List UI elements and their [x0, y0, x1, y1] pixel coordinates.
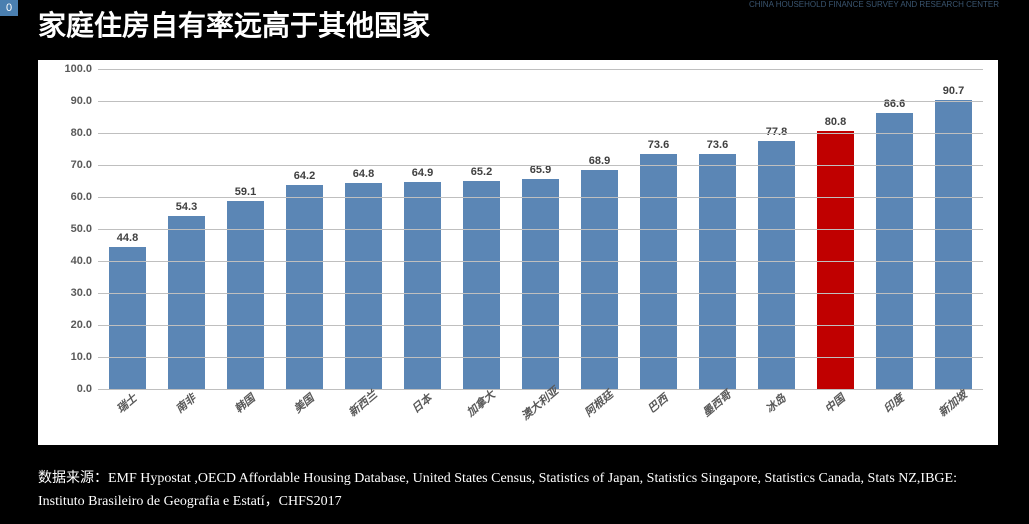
bar-value-label: 44.8: [117, 232, 138, 244]
grid-line: 60.0: [98, 197, 983, 198]
footer-source: EMF Hypostat ,OECD Affordable Housing Da…: [38, 471, 957, 508]
bar-column: 90.7: [924, 70, 983, 390]
bar-column: 73.6: [688, 70, 747, 390]
y-tick-label: 40.0: [71, 255, 92, 267]
y-tick-label: 0.0: [77, 383, 92, 395]
plot-area: 44.8 54.3 59.1 64.2 64.8 64.9 65.2 65.968.9 73.6…: [98, 70, 983, 390]
grid-line: 20.0: [98, 325, 983, 326]
y-tick-label: 60.0: [71, 191, 92, 203]
bar: [286, 185, 323, 390]
bar: [109, 247, 146, 390]
grid-line: 100.0: [98, 69, 983, 70]
bar-column: 80.8: [806, 70, 865, 390]
slide-number-badge: 0: [0, 0, 18, 16]
bar-column: 64.9: [393, 70, 452, 390]
bar-column: 59.1: [216, 70, 275, 390]
bar: [699, 154, 736, 390]
y-tick-label: 50.0: [71, 223, 92, 235]
bar-value-label: 64.9: [412, 167, 433, 179]
grid-line: 30.0: [98, 293, 983, 294]
bar-column: 64.8: [334, 70, 393, 390]
grid-line: 10.0: [98, 357, 983, 358]
bar-value-label: 64.2: [294, 170, 315, 182]
y-tick-label: 80.0: [71, 127, 92, 139]
bar-column: 54.3: [157, 70, 216, 390]
bar-column: 65.9: [511, 70, 570, 390]
bar-value-label: 80.8: [825, 116, 846, 128]
footer-label: 数据来源：: [38, 471, 108, 486]
y-tick-label: 90.0: [71, 95, 92, 107]
bar-column: 73.6: [629, 70, 688, 390]
bar: [876, 113, 913, 390]
bar-column: 68.9: [570, 70, 629, 390]
bar: [168, 216, 205, 390]
slide-title: 家庭住房自有率远高于其他国家: [38, 4, 430, 44]
bar-column: 64.2: [275, 70, 334, 390]
bar: [522, 179, 559, 390]
bar: [758, 141, 795, 390]
bar: [463, 181, 500, 390]
grid-line: 80.0: [98, 133, 983, 134]
bar-column: 65.2: [452, 70, 511, 390]
bar-value-label: 73.6: [707, 139, 728, 151]
y-tick-label: 20.0: [71, 319, 92, 331]
bar-value-label: 86.6: [884, 98, 905, 110]
grid-line: 50.0: [98, 229, 983, 230]
bar-column: 44.8: [98, 70, 157, 390]
x-labels-group: 瑞士南非韩国美国新西兰日本加拿大澳大利亚阿根廷巴西墨西哥冰岛中国印度新加坡: [98, 392, 983, 408]
bar-value-label: 90.7: [943, 85, 964, 97]
bar: [640, 154, 677, 390]
y-tick-label: 30.0: [71, 287, 92, 299]
y-tick-label: 70.0: [71, 159, 92, 171]
grid-line: 70.0: [98, 165, 983, 166]
bars-group: 44.8 54.3 59.1 64.2 64.8 64.9 65.2 65.968.9 73.6…: [98, 70, 983, 390]
chart-container: 44.8 54.3 59.1 64.2 64.8 64.9 65.2 65.968.9 73.6…: [38, 60, 998, 445]
bar: [345, 183, 382, 390]
bar-column: 77.8: [747, 70, 806, 390]
bar-value-label: 65.2: [471, 166, 492, 178]
logo-text: CHINA HOUSEHOLD FINANCE SURVEY AND RESEA…: [749, 0, 999, 10]
grid-line: 40.0: [98, 261, 983, 262]
bar-value-label: 73.6: [648, 139, 669, 151]
data-source-footer: 数据来源：EMF Hypostat ,OECD Affordable Housi…: [38, 467, 999, 512]
bar: [935, 100, 972, 390]
bar-column: 86.6: [865, 70, 924, 390]
y-tick-label: 10.0: [71, 351, 92, 363]
bar-value-label: 64.8: [353, 168, 374, 180]
bar-value-label: 54.3: [176, 201, 197, 213]
bar: [404, 182, 441, 390]
grid-line: 90.0: [98, 101, 983, 102]
y-tick-label: 100.0: [64, 63, 92, 75]
